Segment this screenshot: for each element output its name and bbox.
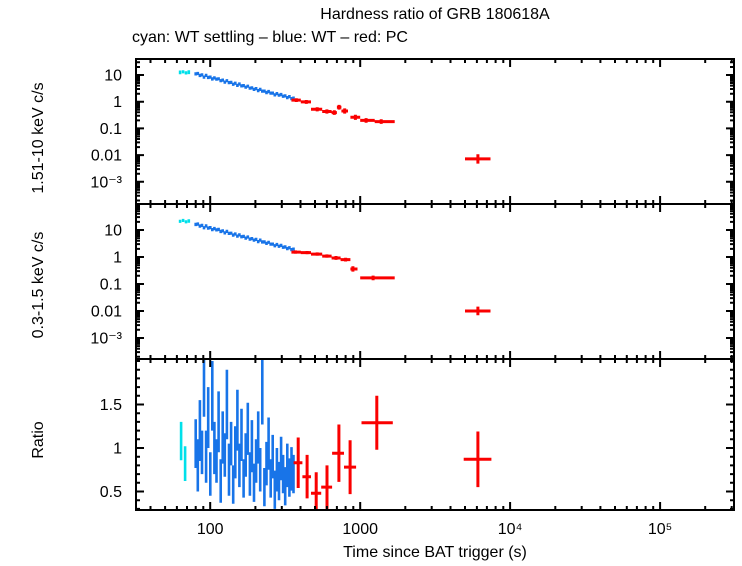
xtick-label-1000: 1000 — [342, 521, 378, 538]
series-soft-band-wt — [194, 222, 295, 252]
panel-ratio-ticks — [136, 359, 734, 510]
panel-soft-band-frame — [135, 203, 735, 360]
ytick-label-hard-band-10: 10 — [104, 68, 122, 85]
series-ratio-wt-settling — [179, 421, 187, 481]
panel-soft-band-ticks — [136, 203, 734, 359]
series-soft-band-pc — [291, 250, 491, 316]
ytick-label-hard-band-0-01: 0.01 — [91, 148, 122, 165]
series-ratio-pc — [293, 395, 492, 510]
chart-title: Hardness ratio of GRB 180618A — [320, 6, 550, 23]
xtick-label-10-: 10⁵ — [648, 521, 672, 538]
y-axis-label-hard-band: 1.51-10 keV c/s — [30, 82, 47, 194]
panel-hard-band-ticks — [136, 59, 734, 204]
xtick-label-10-: 10⁴ — [498, 521, 523, 538]
ytick-label-soft-band-10: 10 — [104, 223, 122, 240]
ytick-label-ratio-1: 1 — [113, 441, 122, 458]
ytick-label-hard-band-1: 1 — [113, 94, 122, 111]
panel-soft-band-data — [178, 218, 491, 316]
ytick-label-hard-band-0-1: 0.1 — [100, 121, 122, 138]
series-soft-band-wt-settling — [178, 218, 191, 224]
xtick-label-100: 100 — [197, 521, 224, 538]
series-hard-band-pc — [291, 98, 491, 164]
ytick-label-soft-band-1: 1 — [113, 250, 122, 267]
ytick-label-soft-band-0-1: 0.1 — [100, 277, 122, 294]
ytick-label-soft-band-10-: 10⁻³ — [90, 331, 122, 348]
series-hard-band-wt — [194, 71, 295, 101]
ytick-label-hard-band-10-: 10⁻³ — [90, 174, 122, 191]
ytick-label-ratio-1-5: 1.5 — [100, 397, 122, 414]
panel-hard-band-data — [178, 70, 491, 164]
y-axis-label-ratio: Ratio — [30, 421, 47, 459]
x-axis-label: Time since BAT trigger (s) — [343, 544, 527, 561]
panel-ratio-data — [179, 359, 492, 510]
series-ratio-wt — [194, 359, 295, 509]
ytick-label-ratio-0-5: 0.5 — [100, 484, 122, 501]
y-axis-label-soft-band: 0.3-1.5 keV c/s — [30, 231, 47, 339]
ytick-label-soft-band-0-01: 0.01 — [91, 304, 122, 321]
series-hard-band-wt-settling — [178, 70, 191, 75]
panel-ratio-frame — [135, 358, 735, 511]
chart-subtitle: cyan: WT settling – blue: WT – red: PC — [132, 29, 408, 46]
